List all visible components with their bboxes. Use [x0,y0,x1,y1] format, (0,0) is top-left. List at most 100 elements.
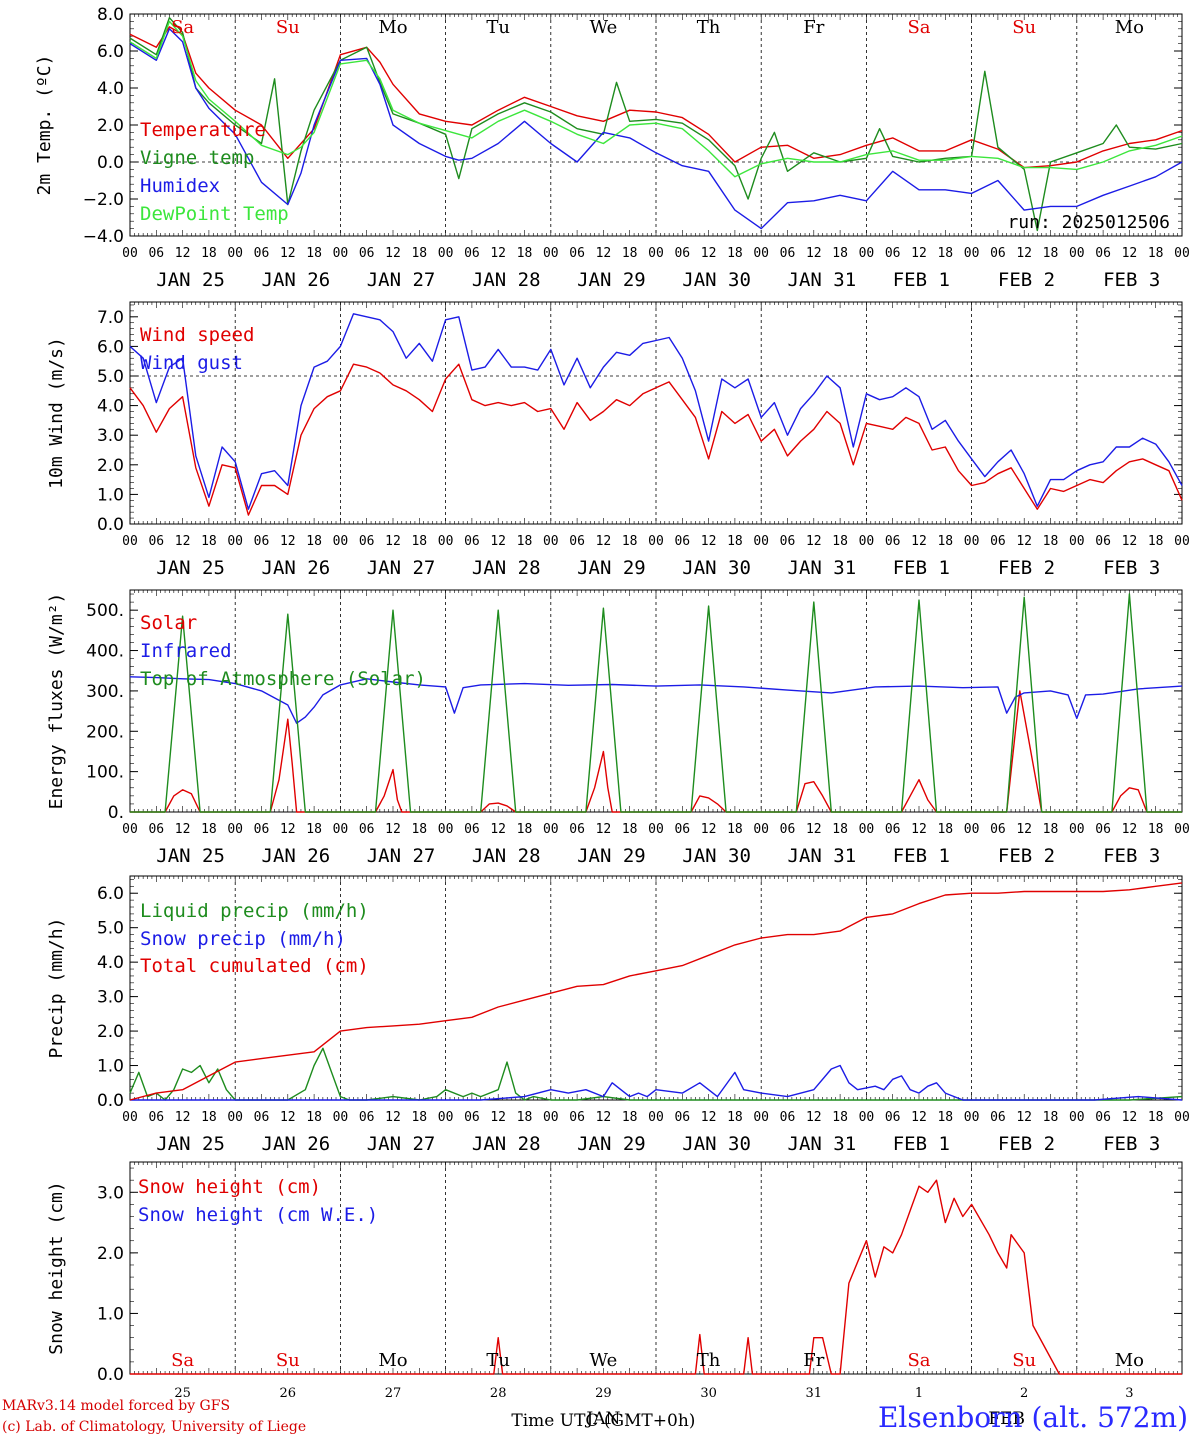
date-label: JAN 27 [367,845,436,867]
hour-tick-label: 00 [543,246,559,261]
date-label: FEB 2 [998,1133,1055,1155]
hour-tick-label: 06 [569,534,585,549]
y-tick-label: 1.0 [97,1057,124,1077]
y-tick-label: 2.0 [97,1244,124,1264]
series-line-wind-gust [129,313,1183,510]
series-line-vigne-temp [129,17,1183,232]
date-label: JAN 26 [262,557,331,579]
hour-tick-label: 18 [622,246,638,261]
day-name-label: Mo [1115,17,1144,38]
hour-tick-label: 18 [306,1110,322,1125]
date-label: JAN 27 [367,269,436,291]
hour-tick-label: 12 [806,534,822,549]
hour-tick-label: 06 [254,246,270,261]
hour-tick-label: 12 [1122,1110,1138,1125]
hour-tick-label: 18 [201,534,217,549]
date-label: JAN 28 [472,557,541,579]
hour-tick-label: 00 [753,1110,769,1125]
hour-tick-label: 00 [122,1110,138,1125]
run-label: run: 2025012506 [1007,212,1170,233]
hour-tick-label: 00 [859,246,875,261]
hour-tick-label: 06 [990,534,1006,549]
hour-tick-label: 18 [727,1110,743,1125]
hour-tick-label: 18 [1148,1110,1164,1125]
hour-tick-label: 18 [937,1110,953,1125]
hour-tick-label: 06 [1095,534,1111,549]
hour-tick-label: 12 [280,1110,296,1125]
y-tick-label: 2.0 [97,456,124,476]
hour-tick-label: 12 [1122,822,1138,837]
y-tick-label: 500. [86,601,124,621]
hour-tick-label: 06 [569,822,585,837]
hour-tick-label: 12 [280,246,296,261]
hour-tick-label: 12 [1016,534,1032,549]
hour-tick-label: 18 [201,246,217,261]
legend-entry: Solar [140,612,197,634]
hour-tick-label: 06 [148,246,164,261]
hour-tick-label: 06 [148,822,164,837]
legend-entry: Wind speed [140,324,254,346]
hour-tick-label: 18 [832,534,848,549]
hour-tick-label: 00 [859,1110,875,1125]
hour-tick-label: 00 [753,822,769,837]
date-label: JAN 30 [682,1133,751,1155]
hour-tick-label: 12 [911,822,927,837]
hour-tick-label: 00 [648,1110,664,1125]
day-number-label: 1 [915,1386,923,1401]
date-label: JAN 25 [156,845,225,867]
hour-tick-label: 18 [727,822,743,837]
hour-tick-label: 00 [227,1110,243,1125]
legend-entry: Snow precip (mm/h) [140,928,346,950]
hour-tick-label: 00 [1069,246,1085,261]
series-line-humidex [129,28,1183,230]
series-line-dewpoint-temp [129,20,1183,178]
hour-tick-label: 18 [306,246,322,261]
hour-tick-label: 00 [333,1110,349,1125]
legend-entry: Humidex [140,175,220,197]
series-line-total-cumulated-cm- [129,882,1183,1101]
hour-tick-label: 18 [1043,822,1059,837]
hour-tick-label: 12 [701,534,717,549]
hour-tick-label: 00 [648,246,664,261]
date-label: JAN 31 [788,1133,857,1155]
series-line-top-of-atmosphere-solar- [130,593,1182,813]
day-number-label: 25 [174,1386,191,1401]
hour-tick-label: 00 [122,246,138,261]
hour-tick-label: 00 [1174,822,1190,837]
hour-tick-label: 12 [1122,534,1138,549]
date-label: JAN 26 [262,269,331,291]
y-tick-label: 200. [86,722,124,742]
hour-tick-label: 00 [543,534,559,549]
series-line-snow-height-cm- [130,1179,1182,1375]
date-label: JAN 27 [367,1133,436,1155]
hour-tick-label: 12 [280,822,296,837]
y-tick-label: 300. [86,682,124,702]
day-name-label: Mo [1115,1350,1144,1371]
hour-tick-label: 00 [648,822,664,837]
hour-tick-label: 06 [990,246,1006,261]
hour-tick-label: 12 [701,246,717,261]
hour-tick-label: 12 [175,246,191,261]
hour-tick-label: 00 [648,534,664,549]
day-name-label: Su [1012,17,1036,38]
day-name-label: Sa [907,1350,930,1371]
y-tick-label: 2.0 [97,116,124,136]
hour-tick-label: 06 [990,1110,1006,1125]
date-label: FEB 3 [1103,845,1160,867]
date-label: JAN 26 [262,845,331,867]
hour-tick-label: 00 [227,246,243,261]
series-line-solar [130,690,1182,813]
date-label: JAN 28 [472,1133,541,1155]
series-line-temperature [129,26,1183,169]
hour-tick-label: 06 [569,1110,585,1125]
hour-tick-label: 06 [464,822,480,837]
hour-tick-label: 00 [1069,534,1085,549]
date-label: FEB 1 [893,1133,950,1155]
hour-tick-label: 06 [254,534,270,549]
day-name-label: Sa [171,17,194,38]
hour-tick-label: 18 [937,822,953,837]
y-tick-label: 0.0 [97,153,124,173]
hour-tick-label: 00 [859,534,875,549]
day-name-label: Sa [907,17,930,38]
